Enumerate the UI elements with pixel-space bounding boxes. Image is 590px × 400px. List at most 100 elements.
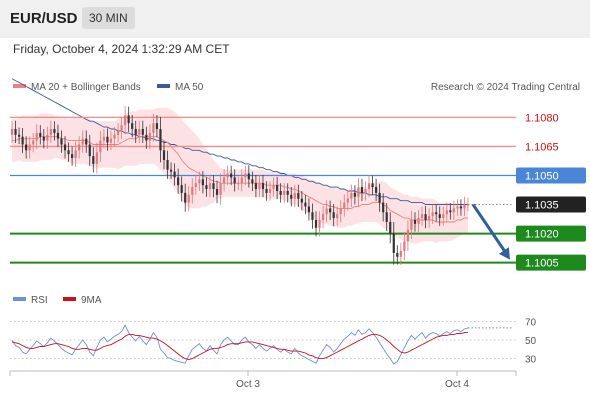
candle — [39, 125, 42, 145]
candle-body — [251, 179, 254, 184]
candle-body — [307, 206, 311, 213]
price-levels — [10, 116, 516, 264]
candle — [300, 190, 303, 211]
candle — [14, 120, 17, 144]
candle-body — [346, 198, 349, 203]
candle — [74, 141, 77, 167]
rsi-tick-label-50: 50 — [525, 336, 537, 347]
candle — [152, 113, 155, 143]
candle-body — [410, 220, 413, 230]
candle — [336, 206, 339, 226]
candle — [428, 208, 431, 228]
candle-body — [272, 185, 275, 190]
candle — [230, 165, 233, 186]
candle-body — [116, 130, 120, 135]
candle — [148, 124, 151, 150]
candle-body — [371, 183, 374, 188]
level-tag-current-3 — [516, 196, 586, 213]
candle — [353, 185, 356, 205]
candle — [138, 120, 141, 144]
candle — [314, 211, 318, 237]
candle — [127, 106, 130, 132]
candle — [343, 194, 346, 217]
rsi-tick-label-30: 30 — [525, 355, 537, 366]
candle-body — [127, 115, 130, 124]
timeframe-button[interactable]: 30 MIN — [82, 7, 135, 29]
candle — [219, 173, 222, 205]
candle-body — [187, 194, 190, 203]
candle-body — [25, 144, 28, 151]
candle — [70, 146, 74, 166]
candle — [410, 210, 413, 239]
candle-body — [205, 185, 208, 190]
candle-body — [155, 123, 159, 129]
candle — [435, 205, 438, 222]
level-label-resistance-0: 1.1080 — [525, 112, 559, 124]
candle-body — [180, 185, 183, 193]
candle — [88, 134, 91, 166]
candle-body — [442, 214, 445, 219]
candle — [367, 174, 371, 198]
candle — [452, 200, 455, 221]
candle-body — [424, 214, 427, 221]
candle-body — [42, 136, 45, 141]
candle — [25, 136, 28, 159]
candle-body — [28, 144, 31, 151]
candle — [438, 206, 441, 226]
level-label-pivot-2: 1.1050 — [525, 170, 559, 182]
candle-body — [88, 144, 91, 157]
level-tag-support-4 — [516, 225, 586, 242]
candle — [42, 128, 45, 149]
candle-body — [169, 169, 173, 172]
candle-body — [63, 144, 67, 151]
candle-body — [350, 192, 353, 199]
candle-body — [311, 212, 314, 221]
candle — [364, 181, 367, 201]
candle — [374, 178, 378, 202]
candle-body — [39, 132, 42, 137]
candle-body — [332, 212, 335, 219]
rsi-grid: 70 50 30 — [10, 317, 537, 366]
candle-body — [463, 204, 466, 209]
candle — [325, 200, 328, 223]
candle-body — [194, 183, 197, 188]
candle — [226, 165, 229, 186]
ma50-line — [11, 78, 468, 205]
candle — [396, 245, 399, 265]
candle — [311, 203, 314, 229]
candle-body — [268, 189, 272, 193]
candle — [159, 116, 162, 163]
candle — [466, 197, 470, 212]
candle — [145, 126, 148, 149]
candle — [162, 141, 166, 170]
candle-body — [148, 132, 151, 141]
candle-body — [304, 202, 307, 207]
candle-body — [396, 252, 399, 257]
candle — [399, 242, 402, 266]
candle-body — [113, 134, 116, 139]
candle-body — [283, 190, 286, 195]
candle — [166, 150, 169, 179]
candle — [240, 169, 243, 192]
candle-body — [92, 156, 95, 164]
candle-body — [212, 183, 215, 190]
legend-label-ma20: MA 20 + Bollinger Bands — [31, 82, 141, 93]
candle-body — [67, 150, 70, 155]
legend-label-9ma: 9MA — [81, 295, 102, 306]
candle-body — [290, 194, 293, 199]
candle — [385, 203, 388, 232]
candle-body — [53, 128, 56, 133]
candle — [180, 176, 183, 202]
candle-body — [35, 132, 38, 141]
candles — [10, 106, 470, 266]
candle-body — [141, 128, 144, 135]
candle — [392, 221, 395, 265]
candle-body — [56, 132, 60, 139]
candle-body — [382, 202, 385, 213]
candle — [357, 177, 360, 206]
candle-body — [428, 216, 431, 221]
candle — [177, 168, 180, 194]
candle — [283, 183, 286, 203]
candle-body — [452, 208, 455, 213]
